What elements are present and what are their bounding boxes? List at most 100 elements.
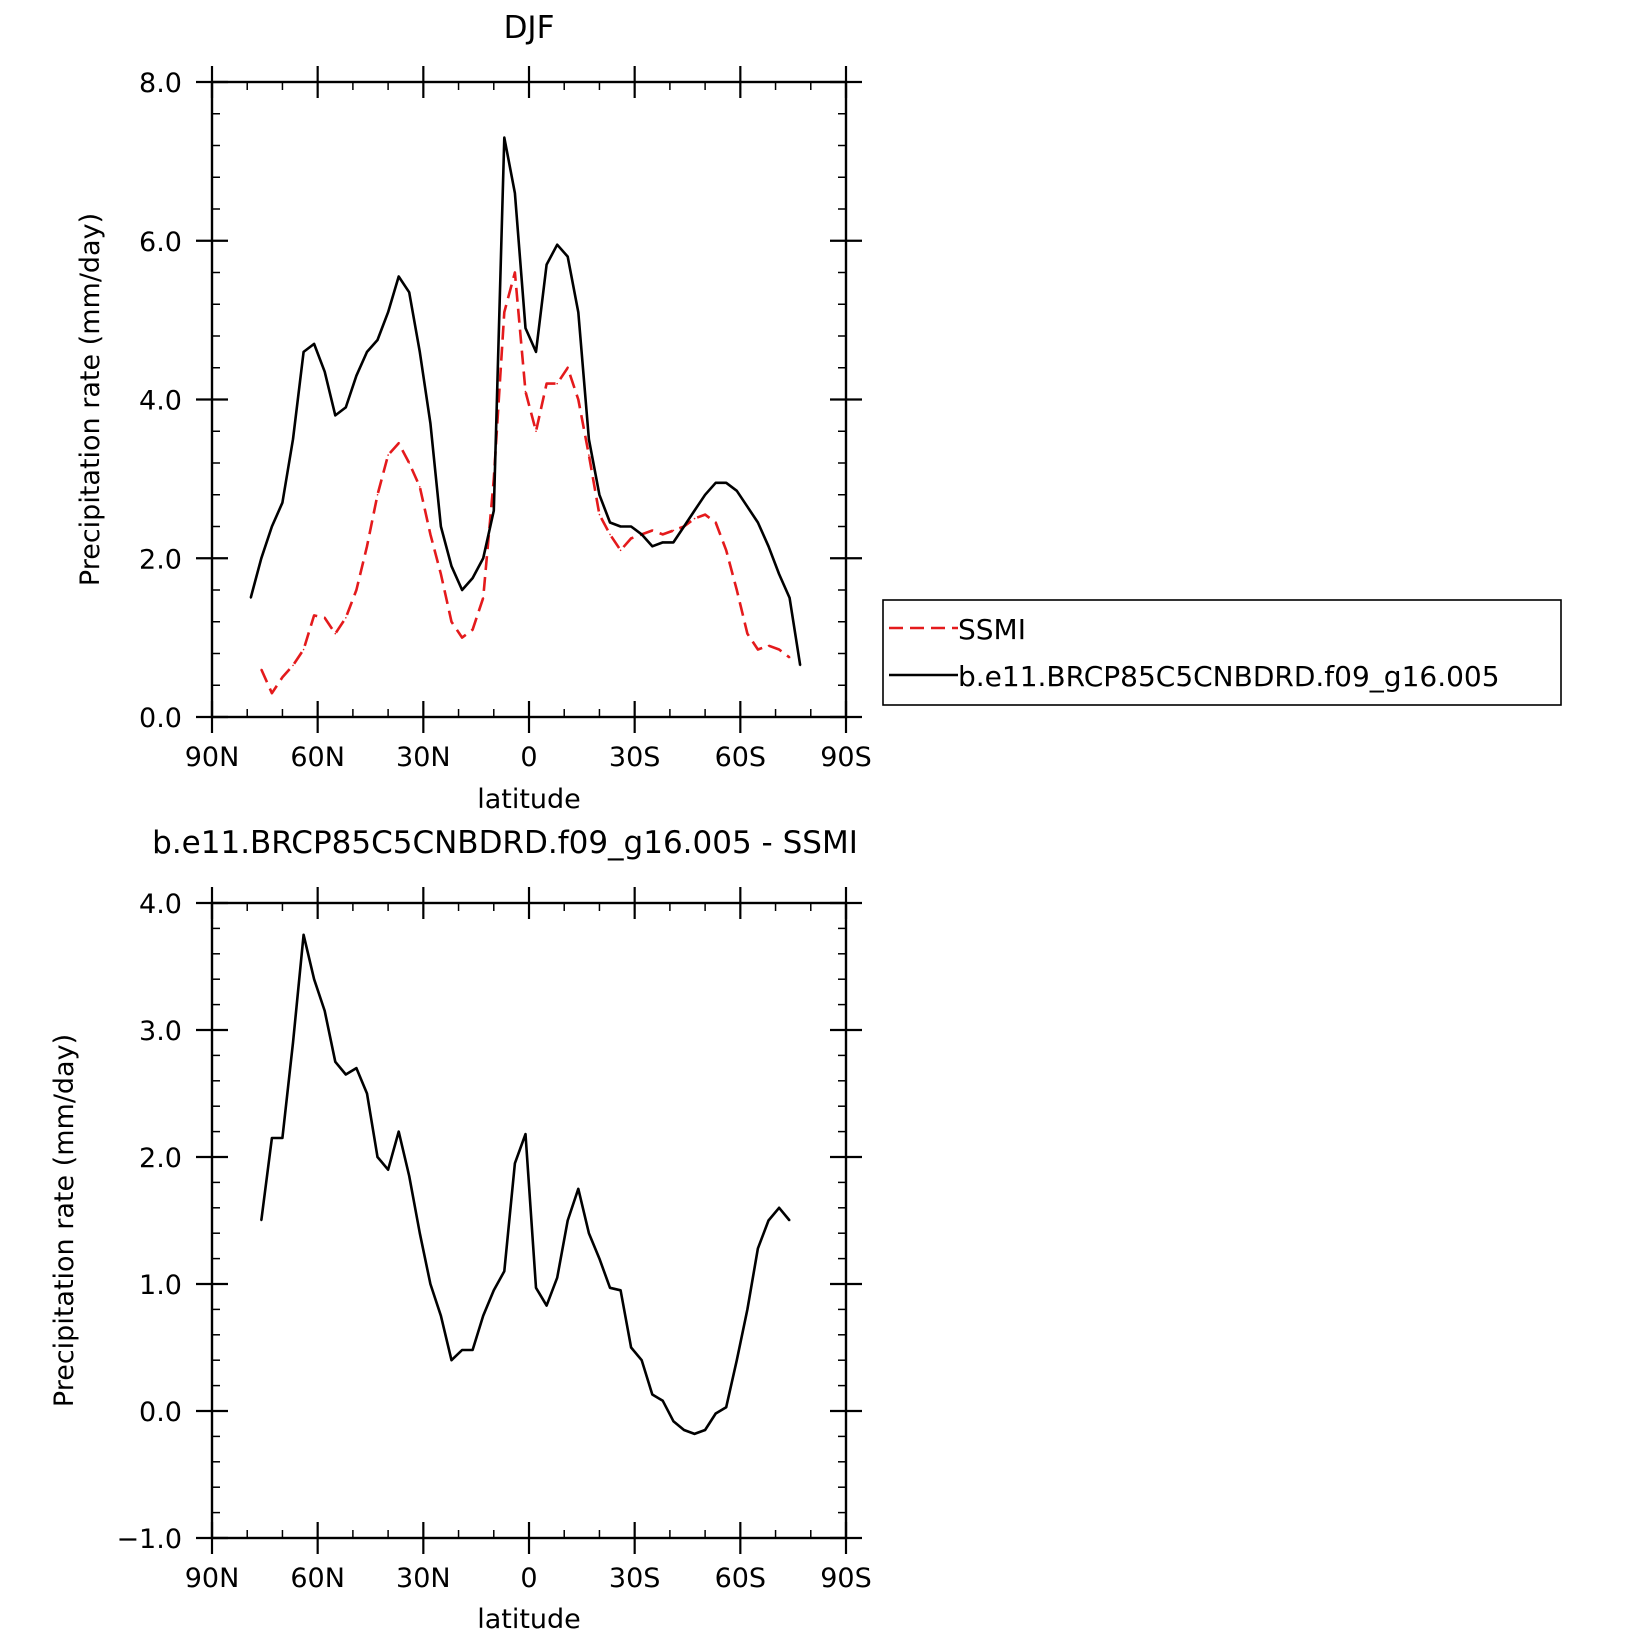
- data-point: [440, 525, 442, 528]
- data-point: [619, 1289, 622, 1292]
- data-point: [725, 482, 728, 484]
- data-point: [524, 390, 527, 393]
- chart-title: b.e11.BRCP85C5CNBDRD.f09_g16.005 - SSMI: [152, 825, 858, 861]
- data-point: [387, 1168, 389, 1171]
- data-point: [566, 255, 569, 258]
- data-point: [292, 1041, 294, 1044]
- y-tick-label: 2.0: [139, 1143, 182, 1174]
- data-point: [482, 557, 485, 560]
- data-point: [260, 1219, 263, 1222]
- data-point: [450, 620, 453, 623]
- data-point: [662, 533, 664, 536]
- data-point: [672, 529, 675, 532]
- data-point: [577, 1187, 580, 1190]
- data-point: [704, 1429, 706, 1431]
- data-point: [757, 648, 759, 651]
- data-point: [746, 505, 749, 508]
- data-point: [397, 442, 400, 444]
- x-tick-label: 90S: [820, 1563, 872, 1594]
- data-point: [514, 271, 516, 274]
- data-point: [376, 339, 379, 341]
- data-point: [672, 541, 675, 544]
- x-axis-label: latitude: [477, 784, 581, 815]
- data-point: [545, 382, 548, 385]
- data-point: [736, 1359, 738, 1361]
- legend-label: b.e11.BRCP85C5CNBDRD.f09_g16.005: [958, 660, 1500, 693]
- y-tick-label: 4.0: [139, 889, 182, 920]
- data-point: [598, 1257, 601, 1260]
- data-point: [376, 493, 379, 496]
- x-tick-label: 30S: [609, 742, 661, 773]
- data-point: [302, 351, 305, 353]
- data-point: [609, 521, 611, 524]
- data-point: [461, 1349, 463, 1351]
- series-line-difference: [260, 933, 791, 1436]
- legend: SSMI b.e11.BRCP85C5CNBDRD.f09_g16.005: [882, 599, 1562, 706]
- y-tick-label: 3.0: [139, 1016, 182, 1047]
- data-point: [419, 486, 421, 488]
- data-point: [588, 454, 590, 456]
- data-point: [292, 438, 294, 440]
- data-point: [408, 291, 411, 294]
- data-point: [788, 1219, 791, 1222]
- data-point: [545, 1304, 548, 1307]
- plot-frame: [210, 80, 848, 719]
- x-tick-label: 60S: [715, 742, 767, 773]
- plot-frame: [210, 901, 848, 1540]
- x-tick-label: 90N: [185, 1563, 240, 1594]
- data-point: [640, 1359, 643, 1361]
- data-point: [461, 589, 463, 591]
- data-point: [334, 414, 337, 417]
- data-point: [260, 557, 263, 560]
- data-point: [503, 1270, 506, 1273]
- data-point: [471, 1349, 474, 1351]
- data-point: [450, 565, 453, 567]
- data-point: [535, 351, 537, 353]
- data-point: [345, 616, 347, 619]
- data-point: [281, 676, 284, 679]
- data-point: [524, 327, 527, 329]
- data-point: [471, 628, 474, 631]
- data-point: [566, 1219, 569, 1222]
- data-point: [588, 438, 590, 440]
- data-point: [704, 513, 706, 516]
- data-point: [313, 614, 315, 617]
- y-axis-label: Precipitation rate (mm/day): [49, 1034, 80, 1407]
- data-point: [471, 577, 474, 579]
- data-point: [609, 1287, 611, 1289]
- x-axis-label: latitude: [477, 1604, 581, 1635]
- data-point: [281, 501, 284, 504]
- y-tick-label: 4.0: [139, 386, 182, 417]
- data-point: [419, 351, 421, 353]
- data-point: [693, 517, 696, 520]
- data-point: [355, 589, 358, 591]
- series-line-b-e11-brcp85c5cnbdrd-f09-g16-005: [249, 136, 802, 666]
- data-point: [693, 509, 696, 512]
- data-point: [619, 525, 622, 528]
- y-tick-label: 6.0: [139, 227, 182, 258]
- data-point: [535, 1287, 537, 1289]
- data-point: [619, 549, 622, 552]
- data-point: [556, 243, 558, 246]
- data-point: [355, 374, 358, 377]
- x-tick-label: 90S: [820, 742, 872, 773]
- data-point: [271, 1137, 273, 1139]
- data-point: [366, 545, 368, 548]
- data-point: [757, 521, 759, 524]
- data-point: [778, 1207, 780, 1209]
- data-point: [651, 1393, 654, 1396]
- data-point: [556, 382, 558, 385]
- data-point: [630, 1346, 632, 1349]
- y-tick-label: −1.0: [116, 1524, 182, 1555]
- data-point: [482, 597, 485, 599]
- data-point: [345, 1073, 347, 1076]
- data-point: [609, 533, 611, 536]
- data-point: [482, 1314, 485, 1317]
- data-point: [387, 311, 389, 313]
- data-point: [714, 482, 717, 484]
- data-point: [514, 1162, 516, 1165]
- data-point: [736, 589, 738, 591]
- data-point: [366, 351, 368, 353]
- data-point: [767, 1219, 770, 1222]
- data-point: [323, 1010, 326, 1012]
